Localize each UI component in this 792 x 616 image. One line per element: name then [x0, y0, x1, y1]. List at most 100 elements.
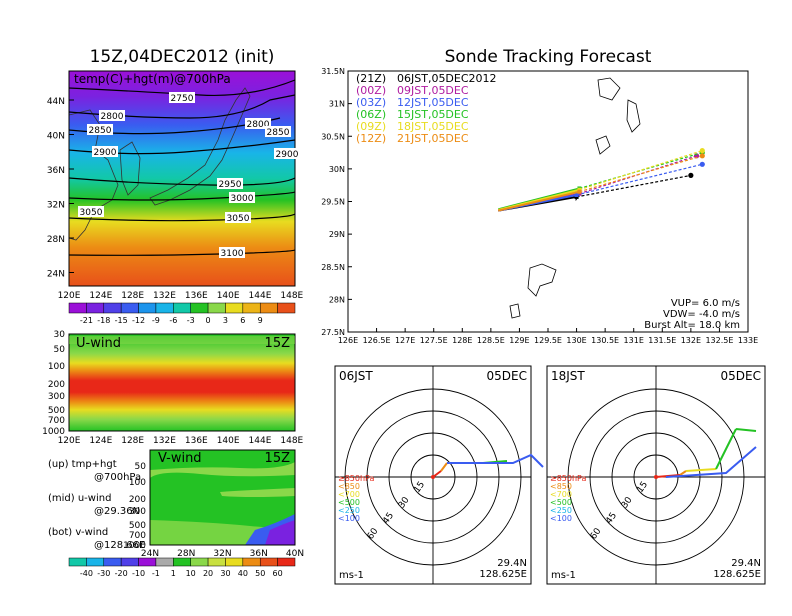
note-line: (bot) v-wind: [48, 527, 108, 538]
colorbar-cell: [277, 302, 296, 314]
lon-label: 140E: [217, 436, 240, 446]
y-tick-label: 31.5N: [321, 67, 345, 76]
lon-label: 144E: [249, 291, 272, 301]
contour-label-bg: [219, 247, 245, 258]
y-tick-label: 29.5N: [321, 198, 345, 207]
track-endpoint: [688, 172, 694, 178]
lat-label: 28N: [47, 235, 65, 245]
colorbar-cell: [138, 302, 157, 314]
track-endpoint: [699, 161, 705, 167]
wind-trace-upper: [447, 453, 544, 468]
track-endpoint: [699, 153, 705, 159]
contour-label-bg: [245, 118, 271, 129]
x-tick-label: 129.5E: [534, 336, 562, 345]
lon-label: 128E: [121, 291, 144, 301]
contour-label-bg: [229, 192, 255, 203]
contour-label: 3050: [227, 214, 250, 224]
colorbar-label: 9: [258, 316, 263, 325]
legend-code: (21Z): [356, 72, 386, 85]
x-tick-label: 131.5E: [648, 336, 676, 345]
level-legend: <250: [550, 506, 572, 515]
track-segment-dashed: [576, 163, 703, 196]
contour-label: 2850: [89, 126, 112, 136]
origin-marker: [431, 475, 435, 479]
lat-label: 44N: [47, 97, 65, 107]
wind-trace: [735, 428, 757, 432]
level-label: 200: [129, 495, 146, 505]
colorbar-label: -20: [115, 569, 128, 578]
level-legend: <700: [338, 490, 360, 499]
contour-label: 2900: [94, 148, 117, 158]
level-legend: <100: [550, 514, 572, 523]
lon-label: 132E: [153, 291, 176, 301]
hodograph-unit: ms-1: [551, 570, 576, 581]
v-wind-title: V-wind: [158, 451, 202, 466]
wind-trace: [715, 428, 737, 470]
wind-trace: [679, 470, 687, 476]
contour-label-bg: [92, 146, 118, 157]
colorbar-label: -15: [115, 316, 128, 325]
lon-label: 120E: [58, 291, 81, 301]
map-frame: [68, 70, 296, 287]
japan-coast: [149, 87, 251, 206]
coastline: [69, 109, 119, 241]
colorbar-cell: [190, 557, 209, 567]
track-midpoint: [577, 189, 582, 194]
colorbar-label: -21: [80, 316, 93, 325]
legend-label: 18JST,05DEC: [397, 120, 469, 133]
level-legend: ≥850hPa: [550, 474, 587, 483]
lon-label: 148E: [280, 436, 303, 446]
colorbar-cell: [242, 557, 261, 567]
wind-trace-upper: [665, 446, 757, 478]
contour-label: 2800: [247, 120, 270, 130]
colorbar-label: -3: [187, 316, 195, 325]
lat-label: 40N: [47, 132, 65, 142]
level-label: 30: [54, 330, 66, 340]
level-legend: <850: [338, 482, 360, 491]
colorbar-label: -30: [97, 569, 110, 578]
legend-code: (00Z): [356, 84, 386, 97]
u-wind-lon-labels: 120E 124E 128E 132E 136E 140E 144E 148E: [58, 436, 304, 446]
colorbar-cell: [103, 302, 122, 314]
colorbar-cell: [225, 557, 244, 567]
colorbar-label: -6: [169, 316, 177, 325]
lon-label: 124E: [89, 291, 112, 301]
y-tick-label: 29N: [329, 230, 345, 239]
legend-label: 15JST,05DEC: [397, 108, 469, 121]
island-coast: [527, 263, 557, 297]
colorbar-label: 1: [171, 569, 176, 578]
x-tick-label: 127.5E: [420, 336, 448, 345]
x-tick-label: 132.5E: [705, 336, 733, 345]
track-legend: (21Z) 06JST,05DEC2012 (00Z) 09JST,05DEC (03Z…: [356, 72, 497, 145]
contour-label: 2950: [219, 180, 242, 190]
colorbar-cell: [207, 557, 226, 567]
note-line: @700hPa: [94, 472, 141, 483]
colorbar-label: 60: [273, 569, 283, 578]
level-legend: <500: [338, 498, 360, 507]
hodograph-date: 05DEC: [487, 369, 527, 383]
level-label: 1000: [42, 427, 65, 437]
hodograph-lat: 29.4N: [731, 558, 761, 569]
legend-label: 06JST,05DEC2012: [397, 72, 497, 85]
hodograph-lon: 128.625E: [479, 569, 527, 580]
temperature-colorbar: -21 -18 -15 -12 -9 -6 -3 0 3 6 9: [68, 302, 296, 325]
colorbar-cell: [120, 302, 139, 314]
level-label: 300: [48, 392, 65, 402]
colorbar-cell: [155, 302, 174, 314]
hodograph-time: 06JST: [339, 369, 373, 383]
legend-code: (12Z): [356, 132, 386, 145]
colorbar-cell: [86, 557, 105, 567]
colorbar-label: 6: [240, 316, 245, 325]
level-label: 100: [129, 478, 146, 488]
y-tick-label: 28N: [329, 295, 345, 304]
lat-label: 32N: [213, 549, 231, 559]
contour-label-bg: [78, 206, 104, 217]
contour-label-bg: [265, 126, 291, 137]
track-lines: [498, 148, 705, 212]
hodograph-date: 05DEC: [721, 369, 761, 383]
v-wind-lat-labels: 24N 28N 32N 36N 40N: [141, 549, 304, 559]
lon-label: 136E: [185, 436, 208, 446]
lat-label: 28N: [177, 549, 195, 559]
